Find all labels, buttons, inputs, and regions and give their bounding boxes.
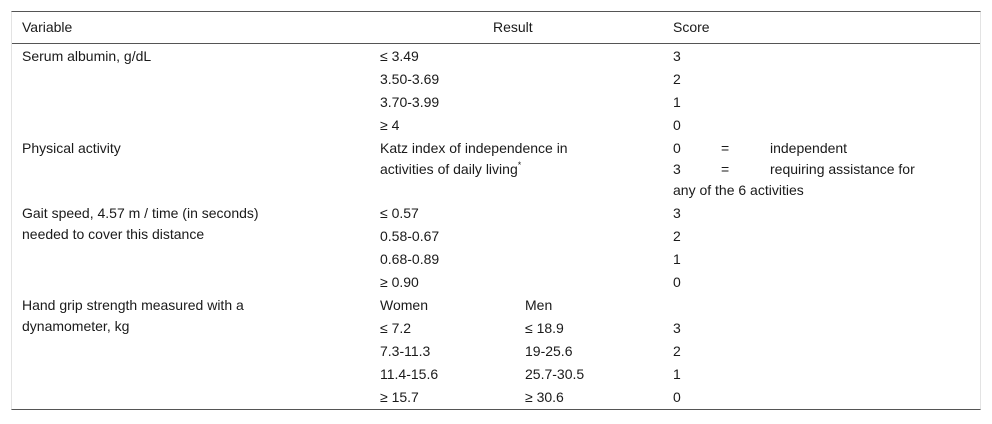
grip-men-1: ≤ 18.9 — [525, 320, 564, 336]
header-divider — [12, 43, 980, 44]
gait-result-4: ≥ 0.90 — [380, 274, 419, 290]
gait-score-3: 1 — [673, 251, 681, 267]
gait-score-1: 3 — [673, 205, 681, 221]
albumin-score-1: 3 — [673, 48, 681, 64]
activity-result-line2-text: activities of daily living — [380, 161, 518, 177]
header-score: Score — [673, 19, 710, 35]
albumin-result-3: 3.70-3.99 — [380, 94, 440, 110]
footnote-mark: * — [517, 160, 522, 170]
activity-result-line2: activities of daily living* — [380, 159, 521, 181]
gait-score-2: 2 — [673, 228, 681, 244]
activity-desc-1: independent — [770, 140, 848, 156]
grip-men-header: Men — [525, 297, 553, 313]
activity-desc-2: requiring assistance for — [770, 161, 915, 177]
gait-result-1: ≤ 0.57 — [380, 205, 419, 221]
header-variable: Variable — [22, 19, 73, 35]
activity-result-line1: Katz index of independence in — [380, 140, 568, 156]
activity-eq-2: = — [721, 161, 730, 177]
grip-men-2: 19-25.6 — [525, 343, 573, 359]
albumin-result-2: 3.50-3.69 — [380, 71, 440, 87]
grip-men-3: 25.7-30.5 — [525, 366, 585, 382]
albumin-result-1: ≤ 3.49 — [380, 48, 419, 64]
grip-score-1: 3 — [673, 320, 681, 336]
grip-women-1: ≤ 7.2 — [380, 320, 412, 336]
grip-women-3: 11.4-15.6 — [380, 366, 439, 382]
grip-women-4: ≥ 15.7 — [380, 389, 419, 405]
grip-women-2: 7.3-11.3 — [380, 343, 431, 359]
gait-label-line1: Gait speed, 4.57 m / time (in seconds) — [22, 205, 259, 221]
grip-women-header: Women — [380, 297, 428, 313]
grip-score-2: 2 — [673, 343, 681, 359]
grip-score-4: 0 — [673, 389, 681, 405]
albumin-label: Serum albumin, g/dL — [22, 48, 152, 64]
grip-label-line2: dynamometer, kg — [22, 318, 130, 334]
gait-score-4: 0 — [673, 274, 681, 290]
albumin-score-2: 2 — [673, 71, 681, 87]
activity-eq-1: = — [721, 140, 730, 156]
gait-result-3: 0.68-0.89 — [380, 251, 440, 267]
albumin-result-4: ≥ 4 — [380, 117, 400, 133]
grip-label-line1: Hand grip strength measured with a — [22, 297, 244, 313]
albumin-score-4: 0 — [673, 117, 681, 133]
activity-score-1: 0 — [673, 140, 681, 156]
grip-men-4: ≥ 30.6 — [525, 389, 564, 405]
scoring-table: Variable Result Score Serum albumin, g/d… — [11, 11, 981, 410]
grip-score-3: 1 — [673, 366, 681, 382]
activity-label: Physical activity — [22, 140, 121, 156]
albumin-score-3: 1 — [673, 94, 681, 110]
gait-label-line2: needed to cover this distance — [22, 226, 205, 242]
gait-result-2: 0.58-0.67 — [380, 228, 440, 244]
activity-score-2: 3 — [673, 161, 681, 177]
header-result: Result — [493, 19, 533, 35]
activity-desc-continuation: any of the 6 activities — [673, 182, 804, 198]
